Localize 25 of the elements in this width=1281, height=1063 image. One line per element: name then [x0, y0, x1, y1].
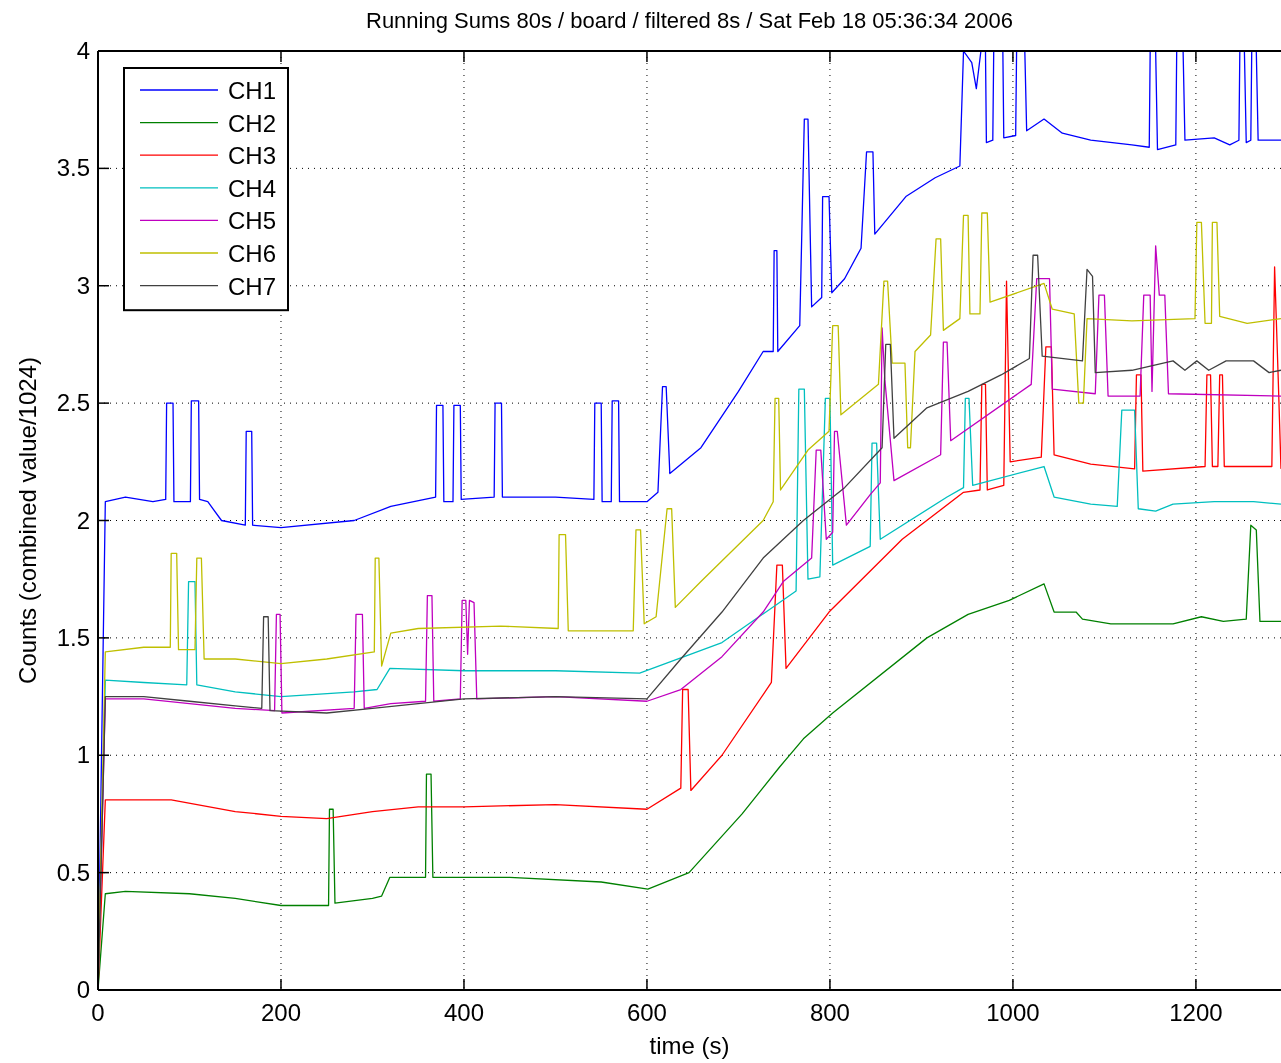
y-axis-title: Counts (combined value/1024) [14, 357, 41, 684]
x-axis-title: time (s) [649, 1032, 730, 1059]
legend-label: CH3 [228, 142, 277, 170]
legend-label: CH7 [228, 272, 277, 300]
y-tick-label: 0 [76, 976, 90, 1003]
y-tick-label: 2 [76, 506, 90, 534]
y-tick-label: 0.5 [56, 858, 90, 886]
y-tick-label: 3 [76, 271, 90, 299]
x-tick-label: 400 [443, 999, 484, 1026]
y-tick-label: 1 [76, 741, 90, 769]
chart-title: Running Sums 80s / board / filtered 8s / Sat Feb 18 05:36:34 2006 [366, 8, 1013, 33]
y-tick-label: 2.5 [56, 389, 90, 417]
y-tick-label: 4 [76, 37, 90, 64]
legend-label: CH2 [228, 109, 277, 137]
legend-label: CH5 [228, 207, 277, 235]
x-tick-label: 600 [626, 999, 667, 1026]
legend-label: CH1 [228, 77, 277, 104]
legend-label: CH6 [228, 240, 277, 267]
y-tick-label: 1.5 [56, 623, 90, 651]
x-tick-label: 800 [809, 999, 850, 1026]
legend-label: CH4 [228, 174, 277, 202]
x-tick-label: 200 [260, 999, 302, 1026]
x-tick-label: 1200 [1169, 999, 1223, 1026]
x-tick-label: 1000 [986, 999, 1040, 1026]
y-tick-label: 3.5 [56, 154, 90, 182]
